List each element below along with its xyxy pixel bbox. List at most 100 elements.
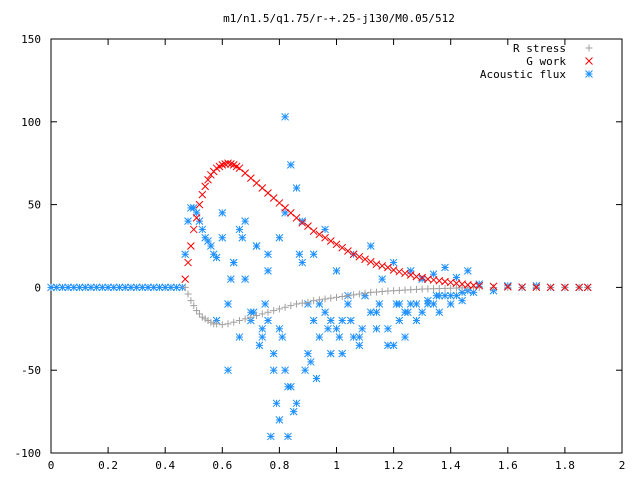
data-point [230,318,238,326]
data-point [187,297,195,305]
data-point [284,382,292,391]
data-point [81,283,90,292]
data-point [204,175,212,184]
y-tick-label: 50 [28,199,41,212]
x-tick-label: 0.6 [212,459,232,472]
data-point [270,307,278,315]
data-point [384,324,392,333]
data-point [227,160,235,168]
data-point [321,308,329,317]
data-point [366,308,375,317]
data-point [284,432,292,441]
data-point [278,333,287,341]
data-point [192,213,201,222]
data-point [235,317,243,325]
series-acoustic-flux [47,112,592,441]
data-point [235,333,244,341]
data-point [378,275,387,283]
data-point [218,233,227,242]
x-tick-label: 2 [619,459,626,472]
data-point [286,161,295,169]
data-point [412,316,421,325]
data-point [235,225,244,234]
data-point [389,266,398,274]
data-point [315,230,324,239]
data-point [275,199,284,207]
data-point [532,283,541,292]
x-tick-label: 1.2 [384,459,404,472]
data-point [286,209,295,217]
data-point [326,316,335,325]
data-point [441,291,449,300]
data-point [281,112,289,121]
data-point [184,258,192,267]
x-tick-label: 1 [333,459,340,472]
y-tick-label: 0 [34,281,41,294]
data-point [344,247,352,255]
data-point [184,290,192,298]
data-point [221,160,230,168]
data-point [372,308,381,317]
data-point [418,308,427,317]
data-point [301,366,309,375]
data-point [361,255,369,264]
data-point [355,290,363,298]
data-point [181,275,190,283]
data-point [389,341,398,350]
data-point [249,308,258,317]
data-point [518,283,526,291]
data-point [418,275,427,283]
data-point [458,288,466,297]
data-point [190,302,198,310]
data-point [172,283,181,292]
data-point [350,291,358,299]
data-point [69,283,78,292]
data-point [326,237,335,245]
data-point [207,242,215,250]
chart-title: m1/n1.5/q1.75/r-+.25-j130/M0.05/512 [223,12,455,25]
data-point [218,161,227,169]
data-point [241,217,249,226]
data-point [395,316,404,325]
data-point [289,407,298,416]
data-point [315,333,324,341]
data-point [241,275,249,283]
data-point [346,316,355,325]
data-point [458,296,466,305]
data-point [195,200,204,209]
data-point [432,291,441,300]
data-point [246,174,255,182]
data-point [258,184,267,192]
data-point [412,300,421,308]
data-point [324,324,332,333]
data-point [490,284,498,292]
x-tick-label: 1.4 [441,459,461,472]
data-point [181,250,190,259]
data-point [295,250,304,259]
data-point [366,242,375,250]
data-point [309,227,318,235]
data-point [309,250,318,259]
data-point [304,222,312,230]
data-point [187,242,195,250]
data-point [252,179,261,187]
data-point [463,266,472,275]
data-point [378,262,387,270]
data-point [475,281,484,290]
data-point [503,283,512,291]
data-point [229,258,238,267]
data-point [198,190,207,199]
data-point [181,283,189,291]
data-point [201,315,209,323]
y-tick-label: 150 [21,33,41,46]
data-point [355,252,364,261]
data-point [575,283,584,292]
data-point [224,366,232,375]
data-point [184,217,192,226]
data-point [392,300,401,308]
data-point [546,283,555,292]
data-point [561,283,569,292]
axis-ticks [50,38,623,454]
series-r-stress [181,283,592,329]
